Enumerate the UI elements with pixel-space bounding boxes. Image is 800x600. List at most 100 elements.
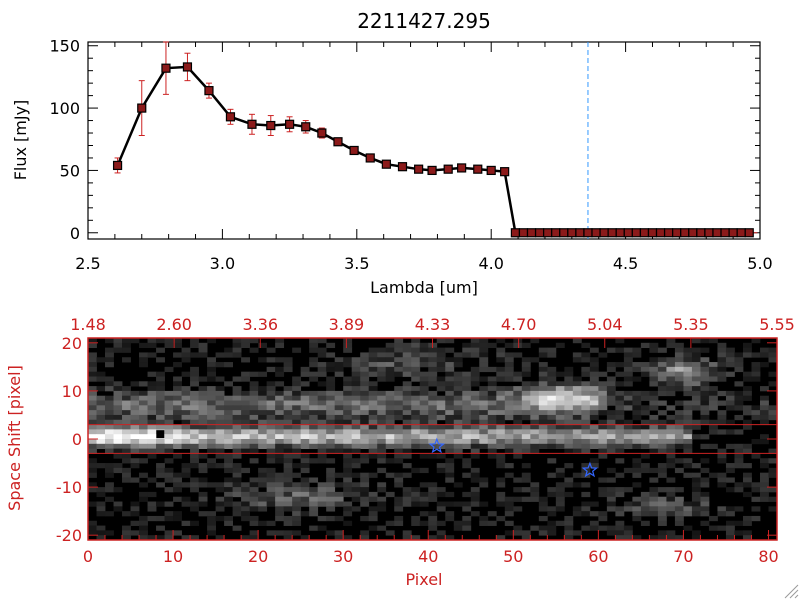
image-pixel <box>156 381 165 387</box>
image-pixel <box>683 463 693 469</box>
image-pixel <box>258 371 268 377</box>
image-pixel <box>530 448 540 454</box>
image-pixel <box>249 477 259 483</box>
image-pixel <box>615 347 625 353</box>
image-pixel <box>589 501 599 507</box>
image-pixel <box>96 419 106 425</box>
image-pixel <box>640 362 650 368</box>
image-pixel <box>572 405 582 411</box>
image-pixel <box>445 439 455 445</box>
image-pixel <box>581 434 591 440</box>
image-pixel <box>428 496 438 502</box>
image-pixel <box>190 366 199 373</box>
image-pixel <box>547 347 557 353</box>
image-pixel <box>224 347 234 353</box>
x-tick-label: 3.0 <box>210 254 235 273</box>
image-pixel <box>649 429 659 435</box>
image-pixel <box>368 443 378 450</box>
image-pixel <box>190 376 199 382</box>
image-pixel <box>419 520 429 526</box>
image-pixel <box>487 424 497 430</box>
image-pixel <box>292 381 302 387</box>
image-pixel <box>547 405 557 411</box>
image-pixel <box>275 366 285 373</box>
image-pixel <box>564 395 574 401</box>
image-pixel <box>530 381 540 387</box>
image-pixel <box>640 467 650 474</box>
image-pixel <box>666 386 676 392</box>
image-pixel <box>326 352 336 358</box>
image-pixel <box>275 439 285 445</box>
image-pixel <box>215 429 225 435</box>
data-point <box>526 228 537 238</box>
image-pixel <box>504 472 514 478</box>
image-pixel <box>683 366 693 373</box>
image-pixel <box>436 434 446 440</box>
image-pixel <box>156 414 165 421</box>
image-pixel <box>249 381 259 387</box>
image-pixel <box>122 535 131 541</box>
image-pixel <box>181 390 191 397</box>
image-pixel <box>521 381 531 387</box>
image-pixel <box>173 414 182 421</box>
image-pixel <box>300 381 310 387</box>
y-tick-label: 10 <box>62 382 82 401</box>
image-pixel <box>283 366 293 373</box>
image-pixel <box>428 419 438 425</box>
image-pixel <box>283 453 293 459</box>
image-pixel <box>666 496 676 502</box>
image-pixel <box>368 405 378 411</box>
image-pixel <box>292 414 302 421</box>
image-pixel <box>411 386 421 392</box>
data-point <box>615 228 625 238</box>
image-pixel <box>198 395 208 401</box>
image-pixel <box>394 357 404 363</box>
image-pixel <box>96 371 106 377</box>
image-pixel <box>530 424 540 430</box>
image-pixel <box>691 506 701 512</box>
image-pixel <box>691 511 701 517</box>
image-pixel <box>725 477 735 483</box>
image-pixel <box>632 429 642 435</box>
data-point <box>720 228 730 238</box>
image-pixel <box>428 395 438 401</box>
image-pixel <box>759 386 769 392</box>
image-pixel <box>453 410 463 416</box>
image-pixel <box>147 477 157 483</box>
image-pixel <box>589 366 599 373</box>
x-tick-label: 50 <box>503 547 523 566</box>
image-pixel <box>538 419 548 425</box>
image-pixel <box>657 371 667 377</box>
image-pixel <box>377 487 387 493</box>
image-pixel <box>700 506 710 512</box>
image-pixel <box>436 467 446 474</box>
image-pixel <box>317 381 327 387</box>
image-pixel <box>666 424 676 430</box>
data-point <box>247 119 257 129</box>
image-pixel <box>113 429 123 435</box>
image-pixel <box>385 439 395 445</box>
image-pixel <box>207 429 216 435</box>
image-pixel <box>122 414 131 421</box>
image-pixel <box>360 443 370 450</box>
image-pixel <box>156 501 165 507</box>
image-pixel <box>734 453 744 459</box>
image-pixel <box>377 390 387 397</box>
image-pixel <box>402 414 412 421</box>
image-pixel <box>207 395 216 401</box>
image-pixel <box>521 400 531 406</box>
image-pixel <box>147 352 157 358</box>
image-pixel <box>368 390 378 397</box>
image-pixel <box>674 352 684 358</box>
image-pixel <box>266 530 276 536</box>
image-pixel <box>700 357 710 363</box>
image-pixel <box>691 386 701 392</box>
image-pixel <box>521 439 531 445</box>
image-pixel <box>377 362 387 368</box>
image-pixel <box>360 357 370 363</box>
image-pixel <box>181 419 191 425</box>
image-pixel <box>181 501 191 507</box>
resize-grip-icon[interactable] <box>784 584 799 599</box>
image-pixel <box>445 448 455 454</box>
image-pixel <box>487 405 497 411</box>
